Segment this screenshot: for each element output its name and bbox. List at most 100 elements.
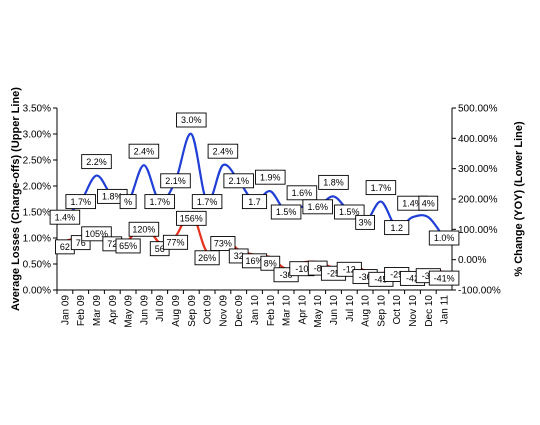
svg-text:1.2: 1.2 (390, 223, 403, 233)
svg-text:-42: -42 (406, 274, 419, 284)
svg-text:3.0%: 3.0% (181, 115, 202, 125)
svg-text:-10: -10 (295, 264, 308, 274)
x-tick-label: Mar 10 (282, 295, 293, 327)
svg-text:32: 32 (234, 251, 244, 261)
svg-text:1.7%: 1.7% (197, 197, 218, 207)
y-right-tick-label: 300.00% (458, 164, 498, 175)
data-labels: 1.4% 1.7% 2.2% 1.8%% 2.4% 1.7% 2.1% 3.0% 1.7% 2.4… (49, 112, 460, 287)
svg-text:1.5%: 1.5% (276, 207, 297, 217)
y-left-tick-label: 0.50% (23, 260, 51, 271)
upper-data-label: 1.0% (428, 230, 460, 246)
y-left-tick-label: 3.00% (23, 130, 51, 141)
x-tick-label: Jul 09 (155, 295, 166, 322)
upper-data-label: 2.1% (160, 173, 191, 189)
upper-data-label: 1.7% (365, 180, 397, 196)
svg-text:-33: -33 (422, 271, 435, 281)
lower-data-label: 65% (115, 238, 141, 254)
svg-text:56: 56 (155, 244, 165, 254)
lower-data-label: 26% (194, 250, 220, 266)
svg-text:1.7%: 1.7% (371, 183, 392, 193)
upper-data-label: 4% (418, 195, 439, 211)
svg-text:76: 76 (76, 238, 86, 248)
svg-text:120%: 120% (132, 224, 155, 234)
y-left-tick-label: 2.50% (23, 156, 51, 167)
x-tick-labels: Jan 09 Feb 09 Mar 09 Apr 09 May 09 Jun 09 Jul … (56, 290, 451, 328)
svg-text:3%: 3% (359, 218, 372, 228)
upper-data-label: 1.6% (302, 199, 333, 215)
svg-text:1.6%: 1.6% (307, 202, 328, 212)
lower-data-label: 156% (176, 210, 207, 226)
upper-data-label: 1.9% (255, 169, 286, 185)
x-tick-label: May 09 (124, 295, 135, 328)
lower-data-label: 120% (128, 221, 160, 237)
svg-text:-25: -25 (327, 268, 340, 278)
x-tick-label: Apr 10 (297, 295, 308, 325)
upper-data-label: 2.1% (223, 173, 254, 189)
svg-text:1.7%: 1.7% (149, 197, 170, 207)
x-tick-label: Sep 09 (187, 295, 198, 327)
upper-data-label: 1.5% (270, 204, 302, 220)
svg-text:1.7%: 1.7% (70, 197, 91, 207)
y-right-tick-label: 100.00% (458, 225, 498, 236)
svg-text:73%: 73% (214, 239, 232, 249)
y-right-axis-title: % Change (YOY) (Lower Line) (513, 121, 525, 277)
y-right-ticks: -100.00% 0.00% 100.00% 200.00% 300.00% 400.00… (452, 104, 501, 297)
y-left-tick-label: 1.00% (23, 234, 51, 245)
x-tick-label: Dec 10 (424, 295, 435, 327)
x-tick-label: May 10 (313, 295, 324, 328)
y-right-tick-label: 0.00% (458, 255, 486, 266)
upper-data-label: 1.8% (318, 174, 349, 190)
upper-data-label: 3.0% (176, 112, 207, 128)
svg-text:156%: 156% (180, 214, 203, 224)
svg-text:2.2%: 2.2% (86, 157, 107, 167)
upper-data-label: 1.7% (191, 194, 223, 210)
svg-text:1.5%: 1.5% (339, 207, 360, 217)
x-tick-label: Aug 10 (361, 295, 372, 327)
y-right-tick-label: -100.00% (458, 286, 501, 297)
svg-text:105%: 105% (85, 229, 108, 239)
x-tick-label: Feb 10 (266, 295, 277, 327)
svg-text:1.4%: 1.4% (55, 212, 76, 222)
x-tick-label: Feb 09 (76, 295, 87, 327)
y-left-axis-title: Average Losses (Charge-offs) (Upper Line… (10, 87, 22, 311)
x-tick-label: Oct 10 (392, 295, 403, 325)
x-tick-label: Jun 10 (329, 295, 340, 325)
x-tick-label: Mar 09 (92, 295, 103, 327)
y-left-tick-label: 0.00% (23, 286, 51, 297)
svg-text:-45: -45 (374, 275, 387, 285)
svg-text:8%: 8% (264, 258, 277, 268)
upper-data-label: 1.7% (144, 194, 175, 210)
svg-text:1.0%: 1.0% (434, 233, 455, 243)
upper-data-label: 1.2 (384, 220, 410, 236)
y-right-tick-label: 500.00% (458, 104, 498, 115)
lower-data-label: 77% (162, 234, 189, 250)
lower-data-label: 8% (260, 255, 281, 271)
svg-text:1.4%: 1.4% (402, 198, 423, 208)
x-tick-label: Jan 10 (250, 295, 261, 325)
svg-text:72: 72 (107, 239, 117, 249)
upper-data-label: 1.4% (49, 209, 81, 225)
svg-text:77%: 77% (166, 238, 184, 248)
x-tick-label: Nov 09 (218, 295, 229, 327)
upper-data-label: 2.2% (81, 154, 112, 170)
x-tick-label: Oct 09 (203, 295, 214, 325)
x-tick-label: Apr 09 (108, 295, 119, 325)
y-right-tick-label: 400.00% (458, 134, 498, 145)
lower-data-label: -41% (428, 270, 460, 286)
svg-text:-29: -29 (390, 270, 403, 280)
y-left-tick-label: 1.50% (23, 208, 51, 219)
svg-text:1.9%: 1.9% (260, 172, 281, 182)
svg-text:2.1%: 2.1% (228, 176, 249, 186)
upper-data-label: 3% (355, 214, 375, 230)
upper-data-label: 1.6% (286, 185, 318, 201)
x-tick-label: Jul 10 (345, 295, 356, 322)
y-left-tick-label: 3.50% (23, 104, 51, 115)
x-tick-label: Aug 09 (171, 295, 182, 327)
lower-data-label: 73% (210, 236, 236, 251)
svg-text:2.4%: 2.4% (213, 146, 234, 156)
svg-text:26%: 26% (198, 253, 216, 263)
x-tick-label: Nov 10 (408, 295, 419, 327)
svg-text:1.8%: 1.8% (102, 192, 123, 202)
svg-text:1.7: 1.7 (248, 197, 261, 207)
svg-text:-8: -8 (314, 263, 322, 273)
